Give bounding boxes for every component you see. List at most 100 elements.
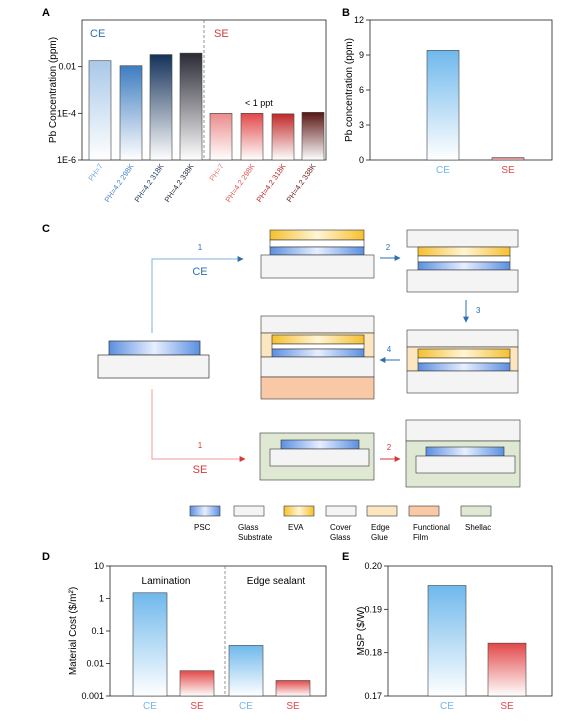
start-device [97, 340, 210, 379]
x-tick-label: CE [143, 701, 157, 712]
panel-letter-a: A [42, 7, 50, 19]
y-axis-label-text: Material Cost ($/m²) [68, 587, 79, 675]
se-branch-arrow [151, 389, 246, 462]
bar [149, 54, 173, 161]
legend-label-line2: Film [413, 533, 428, 542]
ce-step-4: 4 [387, 345, 392, 354]
ce-branch-arrow [151, 256, 244, 333]
y-tick-label: 3 [359, 120, 364, 130]
y-tick-label: 12 [354, 15, 364, 25]
bar [427, 585, 467, 697]
legend-label: Cover [330, 523, 352, 532]
panel-letter-e: E [342, 551, 349, 563]
legend-label-line2: Substrate [238, 533, 273, 542]
legend-label: EVA [288, 523, 304, 532]
legend-label-line2: Glue [371, 533, 388, 542]
y-tick-label: 9 [359, 50, 364, 60]
bar [119, 65, 143, 161]
plot-frame [369, 19, 553, 161]
group-label-lamination: Lamination [142, 576, 191, 587]
y-tick-label: 10 [94, 561, 104, 571]
bar [275, 680, 311, 697]
bar [491, 157, 525, 161]
group-label-se: SE [214, 28, 229, 40]
se-stage-1 [259, 432, 375, 481]
x-tick-label: PH=4.2 318K [133, 162, 166, 204]
ce-stage-1 [260, 229, 375, 279]
y-tick-label: 0.001 [81, 691, 104, 701]
x-tick-label: PH=4.2 318K [255, 162, 288, 204]
legend-label: Edge [371, 523, 390, 532]
x-tick-label: CE [239, 701, 253, 712]
legend-label: Glass [238, 523, 258, 532]
y-tick-label: 0.19 [364, 604, 382, 614]
legend-swatch-film [408, 505, 440, 517]
se-step-1: 1 [198, 441, 203, 450]
legend-swatch-psc [189, 505, 221, 517]
bar [271, 113, 295, 161]
ce-stage-3 [406, 329, 519, 394]
ce-branch-label: CE [192, 266, 207, 278]
ce-step-2: 2 [386, 243, 391, 252]
x-tick-label: PH=7 [207, 162, 225, 183]
x-tick-label: CE [440, 701, 454, 712]
x-tick-label: PH=4.2 298K [103, 162, 136, 204]
legend-swatch-eva [283, 505, 315, 517]
legend-swatch-shellac [460, 505, 492, 517]
bar [88, 60, 112, 161]
y-tick-label: 0.01 [86, 659, 104, 669]
group-label-edge-sealant: Edge sealant [247, 576, 306, 587]
x-tick-label: SE [190, 701, 204, 712]
y-tick-label: 0.01 [58, 62, 76, 72]
legend-label: Shellac [465, 523, 491, 532]
chart-d: Lamination Edge sealant Material Cost ($… [68, 561, 327, 712]
se-branch-label: SE [193, 464, 208, 476]
y-tick-label: 1E-6 [57, 155, 76, 165]
ce-step-1: 1 [198, 243, 203, 252]
se-step-2: 2 [387, 443, 392, 452]
y-tick-label: 0.1 [91, 626, 104, 636]
bar [132, 592, 168, 697]
x-tick-label: SE [500, 701, 514, 712]
bar [209, 113, 233, 161]
legend-swatch-glass [325, 505, 357, 517]
x-tick-label: CE [436, 165, 450, 176]
bar [426, 50, 460, 161]
y-tick-label: 0.18 [364, 648, 382, 658]
y-tick-label: 0.20 [364, 561, 382, 571]
ce-stage-2 [406, 229, 519, 293]
y-axis-label: Pb Concentration (ppm) [48, 37, 59, 143]
panel-letter-c: C [42, 223, 50, 235]
bar [228, 645, 264, 697]
legend-label: Functional [413, 523, 450, 532]
y-axis-label: Pb concentration (ppm) [344, 38, 355, 142]
ce-stage-4 [260, 315, 375, 400]
x-tick-label: PH=4.2 298K [224, 162, 257, 204]
y-axis-label: MSP ($/W) [356, 607, 367, 656]
y-axis-label: Material Cost ($/m²) [68, 587, 79, 675]
ce-step-3: 3 [476, 306, 481, 315]
chart-a: CE SE < 1 ppt Pb Concentration (ppm) 1E-… [48, 19, 327, 204]
bar [487, 642, 527, 697]
bar [179, 670, 215, 697]
y-tick-label: 1 [99, 594, 104, 604]
annotation-lt1ppt: < 1 ppt [245, 98, 273, 108]
process-diagram: 1 CE 2 3 4 [97, 229, 521, 542]
legend-label-line2: Glass [330, 533, 350, 542]
y-tick-label: 0 [359, 155, 364, 165]
legend-swatch-glass [233, 505, 265, 517]
se-stage-2 [405, 419, 521, 488]
x-tick-label: SE [286, 701, 300, 712]
x-tick-label: SE [501, 165, 515, 176]
chart-e: MSP ($/W) 0.17 0.18 0.19 0.20 CE SE [356, 561, 553, 712]
panel-letter-b: B [342, 7, 350, 19]
y-tick-label: 1E-4 [57, 108, 76, 118]
bar [240, 113, 264, 161]
legend-swatch-glue [366, 505, 398, 517]
panel-letter-d: D [42, 551, 50, 563]
legend-label: PSC [194, 523, 211, 532]
x-tick-label: PH=7 [86, 162, 104, 183]
y-tick-label: 6 [359, 85, 364, 95]
bar [301, 112, 325, 161]
plot-frame [387, 565, 553, 697]
